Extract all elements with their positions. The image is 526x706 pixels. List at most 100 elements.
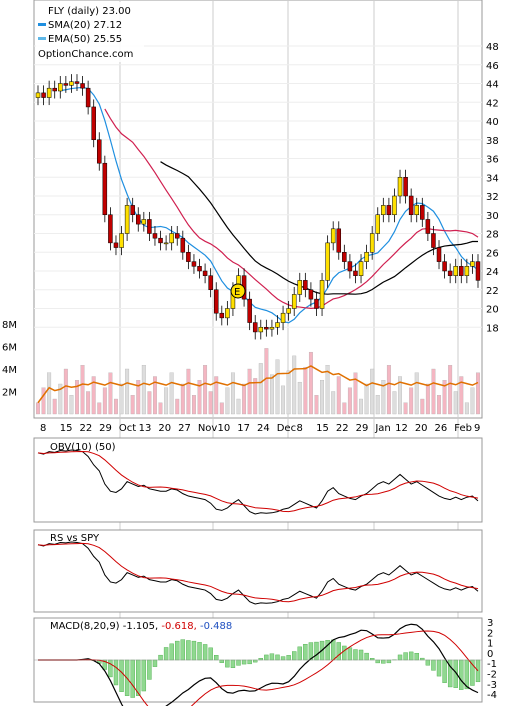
macd-histogram-bar bbox=[420, 657, 425, 661]
candle-body bbox=[58, 83, 63, 92]
volume-bar bbox=[409, 387, 414, 415]
candle-body bbox=[174, 233, 180, 239]
candle-body bbox=[113, 242, 119, 248]
volume-bar bbox=[292, 355, 297, 415]
volume-bar bbox=[425, 383, 430, 415]
candle-body bbox=[269, 327, 275, 330]
volume-bar bbox=[392, 391, 397, 415]
volume-bar bbox=[320, 380, 325, 415]
volume-bar bbox=[437, 395, 441, 415]
candle-body bbox=[319, 280, 325, 309]
volume-bar bbox=[431, 368, 436, 415]
macd-histogram-bar bbox=[208, 647, 213, 661]
macd-histogram-bar bbox=[264, 654, 269, 661]
candle-body bbox=[403, 177, 408, 197]
price-tick-label: 32 bbox=[486, 192, 499, 203]
candle-body bbox=[97, 139, 102, 164]
candle-body bbox=[291, 294, 297, 309]
candle-body bbox=[442, 261, 447, 272]
volume-bar bbox=[470, 387, 475, 415]
candle-body bbox=[163, 242, 169, 245]
legend-box bbox=[36, 2, 144, 62]
macd-histogram-bar bbox=[414, 653, 419, 661]
volume-average-line bbox=[37, 365, 479, 404]
volume-bar bbox=[58, 383, 63, 415]
volume-bar bbox=[130, 395, 135, 415]
macd-histogram-bar bbox=[314, 641, 319, 661]
x-tick-label: 29 bbox=[99, 423, 112, 434]
symbol-label: FLY (daily) 23.00 bbox=[48, 6, 131, 17]
candle-body bbox=[152, 233, 158, 239]
volume-bar bbox=[269, 374, 274, 415]
volume-bar bbox=[353, 372, 358, 415]
volume-bar bbox=[420, 398, 425, 415]
candle-body bbox=[431, 233, 436, 248]
volume-bar bbox=[314, 395, 319, 415]
macd-histogram-bar bbox=[147, 659, 152, 680]
volume-bar bbox=[364, 383, 369, 415]
macd-histogram-bar bbox=[258, 658, 263, 661]
candle-body bbox=[41, 92, 46, 98]
volume-bar bbox=[208, 391, 213, 415]
rs-label: RS vs SPY bbox=[50, 533, 100, 544]
price-tick-label: 38 bbox=[486, 136, 499, 147]
macd-histogram-bar bbox=[353, 649, 358, 661]
price-tick-label: 24 bbox=[486, 267, 499, 278]
macd-histogram-bar bbox=[431, 659, 436, 671]
candle-body bbox=[280, 312, 286, 323]
candle-body bbox=[447, 270, 453, 276]
sma-line bbox=[60, 86, 479, 324]
macd-histogram-bar bbox=[230, 659, 236, 668]
volume-bar bbox=[219, 402, 224, 415]
volume-bar bbox=[114, 398, 118, 415]
candle-body bbox=[369, 233, 375, 253]
candle-body bbox=[219, 312, 225, 319]
volume-bar bbox=[398, 376, 402, 415]
macd-histogram-bar bbox=[330, 639, 336, 661]
x-tick-label: 22 bbox=[336, 423, 349, 434]
moving-averages bbox=[60, 86, 479, 324]
indicator-line bbox=[37, 449, 479, 515]
candle-body bbox=[119, 233, 124, 248]
volume-tick-label: 6M bbox=[2, 343, 17, 354]
macd-histogram-bar bbox=[269, 653, 275, 661]
candle-body bbox=[386, 205, 392, 215]
candle-body bbox=[330, 228, 336, 244]
macd-histogram-bar bbox=[342, 645, 347, 661]
x-tick-label: 24 bbox=[257, 423, 270, 434]
volume-bar bbox=[258, 363, 263, 415]
candle-body bbox=[91, 106, 96, 140]
macd-histogram-bar bbox=[403, 652, 408, 661]
candle-body bbox=[308, 289, 314, 300]
candle-body bbox=[420, 205, 425, 220]
candle-body bbox=[264, 327, 269, 330]
candle-body bbox=[252, 322, 258, 333]
candle-body bbox=[475, 261, 481, 281]
volume-bar bbox=[275, 359, 280, 415]
candle-body bbox=[63, 83, 69, 86]
volume-bar bbox=[141, 365, 146, 415]
candle-body bbox=[397, 177, 403, 197]
macd-histogram-bar bbox=[119, 659, 124, 692]
volume-tick-label: 4M bbox=[2, 365, 17, 376]
macd-histogram-bar bbox=[408, 651, 414, 661]
candle-body bbox=[392, 195, 397, 215]
volume-bar bbox=[191, 395, 196, 415]
candle-body bbox=[353, 270, 358, 276]
volume-tick-label: 2M bbox=[2, 388, 17, 399]
x-tick-label: 17 bbox=[237, 423, 250, 434]
candle-body bbox=[102, 162, 108, 215]
volume-bar bbox=[297, 381, 302, 415]
candle-body bbox=[147, 219, 152, 234]
candle-body bbox=[108, 214, 113, 244]
macd-tick-label: 2 bbox=[487, 628, 493, 639]
candle-body bbox=[225, 308, 230, 319]
candle-body bbox=[325, 242, 330, 281]
price-tick-label: 36 bbox=[486, 155, 499, 166]
candle-body bbox=[381, 205, 386, 215]
candle-body bbox=[69, 81, 74, 86]
volume-bar bbox=[147, 391, 152, 415]
candle-body bbox=[197, 266, 202, 272]
volume-bar bbox=[448, 365, 453, 415]
